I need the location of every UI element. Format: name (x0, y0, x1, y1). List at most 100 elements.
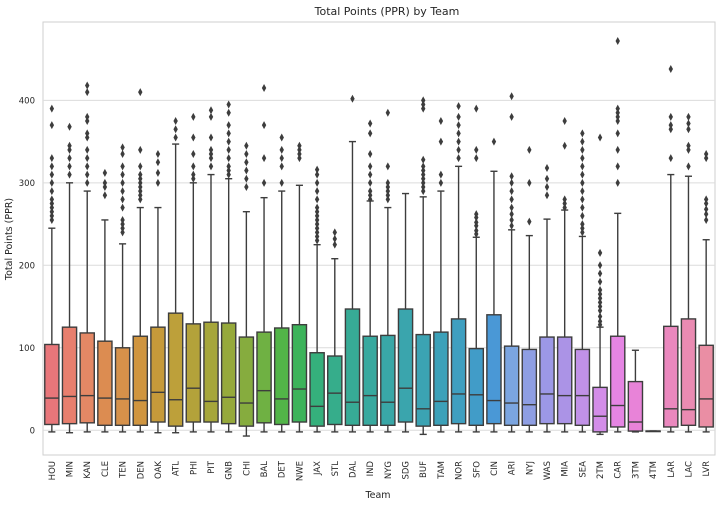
outlier-point (279, 145, 284, 154)
outlier-point (421, 155, 426, 164)
x-tick-label: ARI (508, 461, 518, 475)
box-iqr (609, 335, 626, 428)
outlier-point (615, 108, 620, 117)
outlier-point (385, 108, 391, 117)
outlier-point (385, 162, 391, 171)
outlier-point (367, 195, 373, 204)
outlier-point (208, 106, 214, 115)
outlier-point (580, 211, 585, 220)
outlier-point (367, 178, 373, 187)
outlier-point (279, 154, 284, 163)
box-MIA (556, 116, 573, 433)
x-tick-label: MIA (561, 461, 571, 477)
outlier-point (509, 92, 514, 101)
x-tick-label: NWE (295, 461, 305, 481)
outlier-point (314, 228, 320, 237)
outlier-point (562, 141, 567, 150)
outlier-point (474, 226, 479, 235)
box-KAN (79, 81, 95, 433)
outlier-point (85, 133, 90, 142)
outlier-point (668, 154, 673, 163)
box-iqr (309, 352, 325, 427)
outlier-point (138, 174, 143, 183)
box-iqr (114, 347, 131, 427)
outlier-point (244, 141, 249, 150)
box-iqr (663, 325, 679, 428)
outlier-point (456, 129, 461, 138)
outlier-point (421, 104, 426, 113)
box-iqr (61, 326, 78, 425)
box-CIN (486, 137, 502, 433)
outlier-point (686, 145, 691, 154)
outlier-point (314, 170, 320, 179)
outlier-point (456, 145, 461, 154)
outlier-point (120, 149, 125, 158)
outlier-point (85, 112, 90, 121)
outlier-point (208, 112, 214, 121)
box-SFO (468, 104, 485, 433)
outlier-point (580, 224, 585, 233)
x-tick-label: OAK (154, 461, 164, 479)
x-tick-label: 2TM (596, 461, 606, 479)
x-tick-label: BUF (419, 461, 429, 478)
box-iqr (238, 336, 255, 427)
outlier-point (67, 122, 72, 131)
outlier-point (580, 178, 585, 187)
x-tick-label: LVR (702, 461, 712, 477)
x-tick-label: HOU (48, 461, 58, 480)
plot-area (42, 21, 716, 456)
outlier-point (138, 182, 143, 191)
x-tick-label: SFO (472, 461, 482, 478)
outlier-point (208, 162, 214, 171)
outlier-point (474, 154, 479, 163)
outlier-point (580, 162, 585, 171)
outlier-point (102, 168, 108, 177)
outlier-point (421, 174, 426, 183)
outlier-point (244, 182, 249, 191)
box-iqr (203, 321, 219, 423)
outlier-point (85, 178, 90, 187)
outlier-point (85, 81, 90, 90)
outlier-point (138, 191, 143, 200)
outlier-point (314, 195, 320, 204)
box-NOR (450, 102, 467, 433)
outlier-point (615, 36, 620, 45)
outlier-point (244, 158, 249, 167)
outlier-point (173, 125, 178, 134)
outlier-point (49, 170, 55, 179)
outlier-point (615, 112, 620, 121)
box-iqr (698, 344, 714, 428)
outlier-point (279, 162, 284, 171)
outlier-point (703, 199, 709, 208)
outlier-point (120, 203, 125, 212)
outlier-point (67, 170, 72, 179)
x-tick-label: JAX (313, 461, 323, 476)
outlier-point (668, 65, 673, 74)
x-tick-label: GNB (225, 461, 235, 480)
outlier-point (385, 187, 391, 196)
outlier-point (85, 88, 90, 97)
outlier-point (438, 170, 444, 179)
outlier-point (367, 191, 373, 200)
outlier-point (474, 104, 479, 113)
outlier-point (279, 133, 284, 142)
box-ATL (167, 116, 184, 434)
outlier-point (421, 162, 426, 171)
outlier-point (67, 154, 72, 163)
outlier-point (138, 145, 143, 154)
box-iqr (256, 331, 272, 424)
x-tick-label: NYJ (525, 461, 535, 475)
outlier-point (544, 182, 550, 191)
outlier-point (49, 207, 55, 216)
outlier-point (297, 145, 302, 154)
outlier-point (580, 145, 585, 154)
box-iqr (380, 334, 396, 427)
outlier-point (438, 137, 444, 146)
outlier-point (367, 129, 373, 138)
outlier-point (49, 215, 55, 224)
outlier-point (597, 306, 603, 315)
boxes (44, 36, 714, 437)
outlier-point (615, 178, 620, 187)
outlier-point (49, 203, 55, 212)
outlier-point (191, 170, 196, 179)
